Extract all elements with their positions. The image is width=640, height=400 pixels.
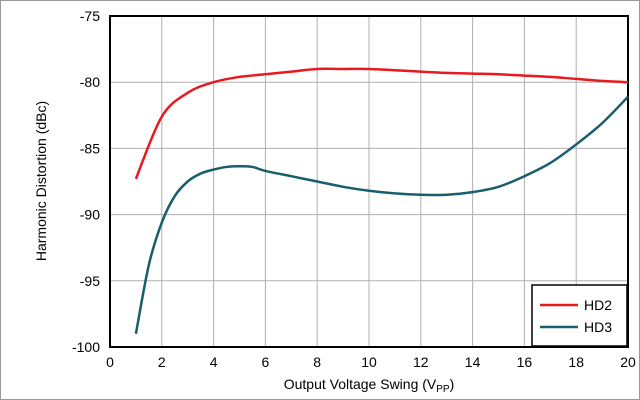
legend: HD2 HD3 xyxy=(531,284,628,347)
x-tick-label: 14 xyxy=(465,354,481,370)
x-axis-title: Output Voltage Swing (VPP) xyxy=(284,376,455,395)
tick-labels: 0 2 4 6 8 10 12 14 16 18 20 -100 -95 -90 -85 -80 -75 xyxy=(72,8,636,370)
series-line-hd3 xyxy=(134,95,629,334)
x-tick-label: 18 xyxy=(568,354,584,370)
x-tick-label: 6 xyxy=(262,354,270,370)
x-tick-label: 2 xyxy=(158,354,166,370)
y-tick-label: -75 xyxy=(80,8,100,24)
legend-label-hd2: HD2 xyxy=(584,297,612,313)
y-tick-label: -95 xyxy=(80,273,100,289)
x-tick-label: 16 xyxy=(517,354,533,370)
legend-box xyxy=(531,284,628,347)
series-layer xyxy=(134,67,629,334)
plot-area-border xyxy=(109,15,629,348)
y-tick-label: -100 xyxy=(72,339,100,355)
y-axis-title: Harmonic Distortion (dBc) xyxy=(33,101,49,261)
x-tick-label: 10 xyxy=(361,354,377,370)
x-tick-label: 0 xyxy=(106,354,114,370)
y-tick-label: -90 xyxy=(80,207,100,223)
x-tick-label: 8 xyxy=(313,354,321,370)
x-tick-label: 12 xyxy=(413,354,429,370)
x-tick-label: 4 xyxy=(210,354,218,370)
y-tick-label: -85 xyxy=(80,140,100,156)
series-line-hd2 xyxy=(134,67,629,180)
y-tick-label: -80 xyxy=(80,74,100,90)
legend-label-hd3: HD3 xyxy=(584,319,612,335)
x-tick-label: 20 xyxy=(620,354,636,370)
